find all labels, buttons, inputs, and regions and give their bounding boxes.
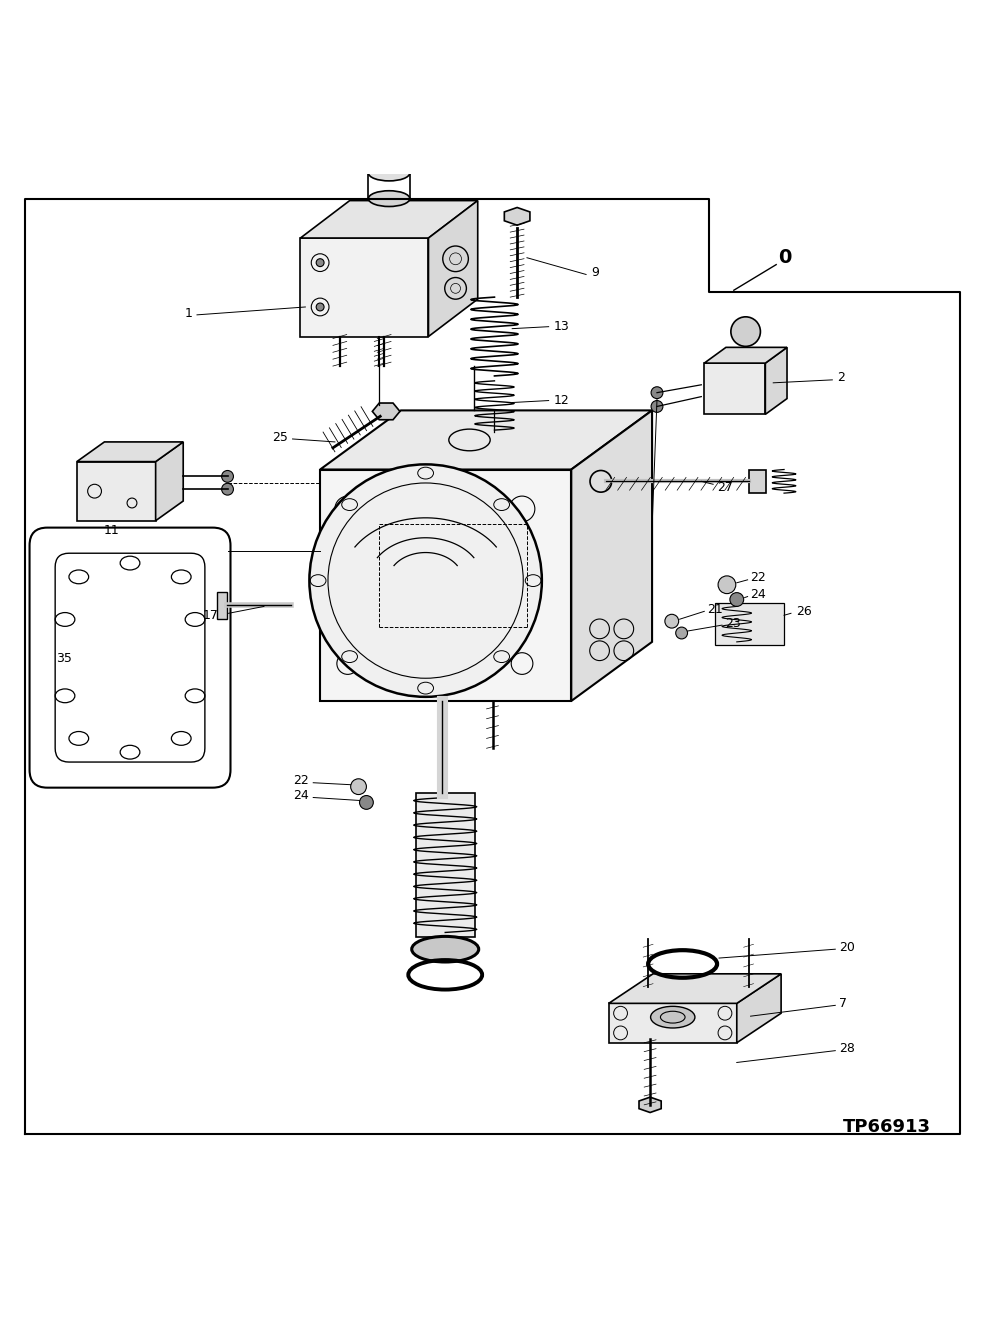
Text: 21: 21	[707, 603, 723, 616]
Polygon shape	[77, 461, 156, 521]
Polygon shape	[156, 443, 183, 521]
Circle shape	[665, 615, 679, 628]
Text: 24: 24	[294, 789, 309, 802]
Ellipse shape	[412, 936, 479, 962]
Circle shape	[590, 471, 612, 492]
Text: 12: 12	[554, 395, 569, 407]
Text: 22: 22	[751, 572, 766, 584]
Text: 22: 22	[294, 774, 309, 788]
Circle shape	[351, 778, 366, 794]
Circle shape	[731, 317, 760, 347]
Text: 1: 1	[184, 308, 192, 320]
Polygon shape	[609, 974, 781, 1004]
Polygon shape	[504, 208, 530, 225]
Polygon shape	[320, 411, 652, 469]
Circle shape	[676, 627, 688, 639]
Circle shape	[651, 387, 663, 399]
Polygon shape	[704, 363, 765, 415]
Polygon shape	[320, 469, 571, 701]
Text: 20: 20	[839, 941, 855, 953]
Text: 25: 25	[272, 432, 288, 444]
Text: 13: 13	[554, 320, 569, 333]
Text: 9: 9	[591, 267, 599, 279]
Polygon shape	[300, 200, 478, 239]
Polygon shape	[571, 411, 652, 701]
Ellipse shape	[378, 159, 400, 168]
Bar	[217, 592, 227, 620]
Ellipse shape	[368, 165, 410, 181]
Text: 17: 17	[203, 609, 219, 621]
Text: 35: 35	[56, 652, 72, 665]
Text: 7: 7	[839, 997, 847, 1010]
Circle shape	[651, 400, 663, 412]
Polygon shape	[77, 443, 183, 461]
Text: 2: 2	[837, 372, 845, 384]
Circle shape	[316, 303, 324, 311]
Text: 26: 26	[796, 605, 812, 617]
Polygon shape	[737, 974, 781, 1042]
Polygon shape	[765, 348, 787, 415]
Circle shape	[360, 796, 373, 809]
Bar	[749, 469, 766, 493]
Ellipse shape	[368, 191, 410, 207]
Polygon shape	[609, 1004, 737, 1042]
Polygon shape	[372, 403, 400, 420]
Bar	[715, 604, 784, 645]
Polygon shape	[428, 200, 478, 336]
Polygon shape	[704, 348, 787, 363]
Bar	[416, 793, 475, 937]
Text: 23: 23	[725, 617, 741, 629]
Text: 11: 11	[103, 524, 119, 537]
Text: 27: 27	[717, 481, 733, 493]
Ellipse shape	[650, 1006, 695, 1028]
Circle shape	[309, 464, 542, 697]
Circle shape	[730, 593, 744, 607]
Ellipse shape	[383, 156, 395, 163]
Circle shape	[718, 576, 736, 593]
Polygon shape	[300, 239, 428, 336]
Circle shape	[222, 484, 233, 495]
Polygon shape	[639, 1097, 661, 1113]
Circle shape	[222, 471, 233, 483]
Text: 28: 28	[839, 1042, 855, 1056]
Text: 0: 0	[778, 248, 792, 267]
Text: TP66913: TP66913	[843, 1118, 931, 1137]
Circle shape	[316, 259, 324, 267]
Text: 24: 24	[751, 588, 766, 601]
